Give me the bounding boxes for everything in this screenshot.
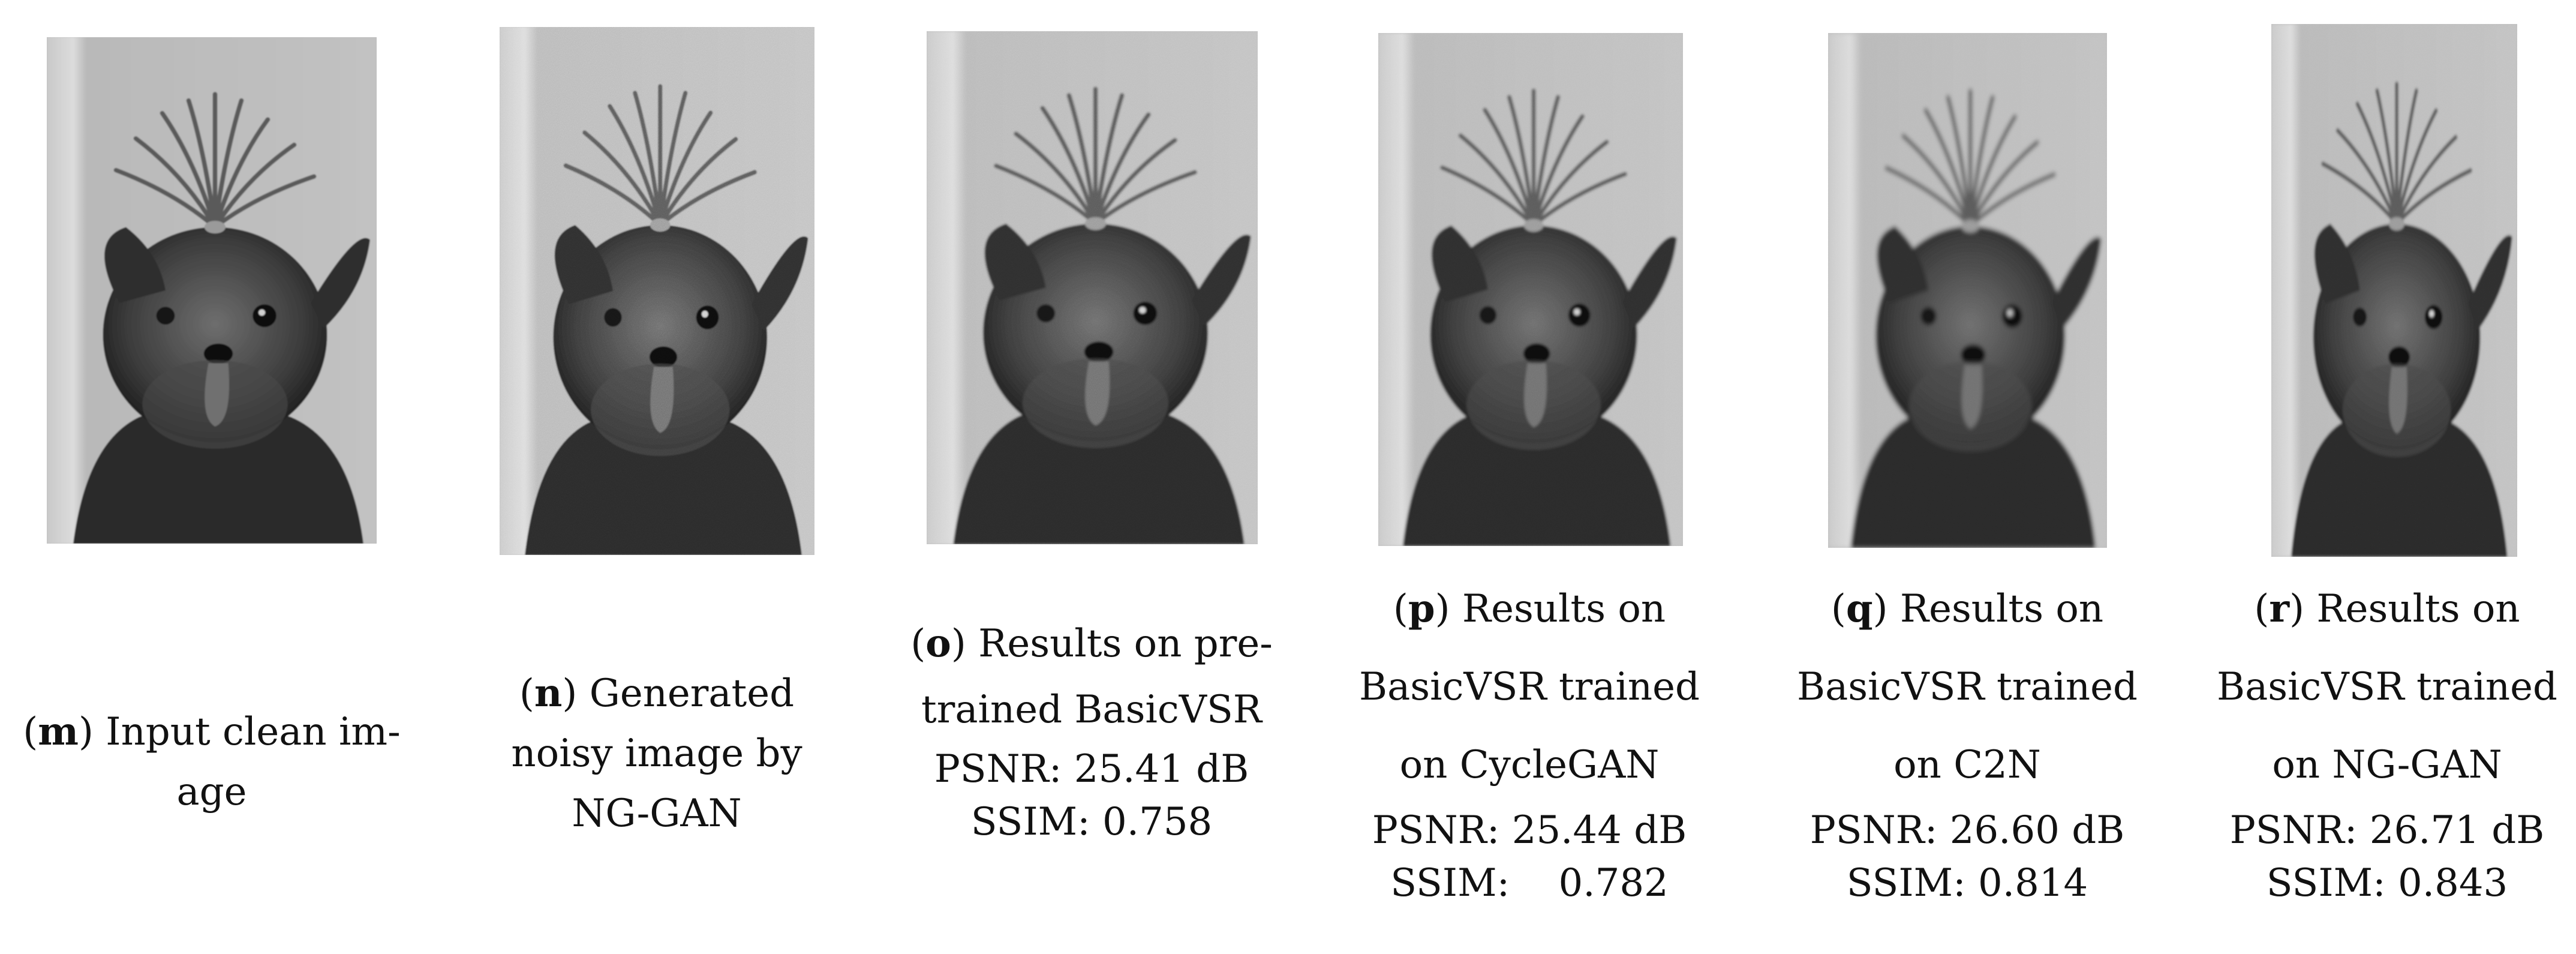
caption-q-psnr: PSNR: 26.60 dB bbox=[1809, 808, 2125, 853]
caption-q: (q) Results on BasicVSR trained on C2N P… bbox=[1775, 570, 2159, 910]
panel-m-image bbox=[47, 37, 377, 544]
caption-r-ssim: SSIM: 0.843 bbox=[2266, 861, 2508, 905]
dog-photo-p bbox=[1378, 33, 1683, 546]
caption-n-line-3: NG-GAN bbox=[572, 791, 742, 836]
caption-p-letter: p bbox=[1408, 586, 1435, 631]
caption-o-ssim: SSIM: 0.758 bbox=[970, 800, 1213, 844]
dog-photo-n bbox=[500, 27, 814, 555]
caption-m-line-2: age bbox=[176, 770, 247, 814]
panel-n-image bbox=[500, 27, 814, 555]
panel-q-image bbox=[1828, 33, 2107, 548]
panel-r-image bbox=[2271, 24, 2517, 557]
caption-o-text-1: Results on pre- bbox=[978, 622, 1273, 666]
caption-n-text-1: Generated bbox=[589, 671, 795, 716]
caption-q-letter: q bbox=[1845, 586, 1873, 631]
caption-o: (o) Results on pre- trained BasicVSR PSN… bbox=[888, 611, 1295, 848]
panel-o-image bbox=[927, 31, 1258, 544]
caption-n: (n) Generated noisy image by NG-GAN bbox=[468, 664, 846, 844]
dog-photo-o bbox=[927, 31, 1258, 544]
caption-r-line-3: on NG-GAN bbox=[2272, 743, 2502, 787]
caption-r-text-1: Results on bbox=[2316, 587, 2520, 631]
dog-photo-m bbox=[47, 37, 377, 544]
caption-p-psnr: PSNR: 25.44 dB bbox=[1372, 808, 1687, 853]
caption-p: (p) Results on BasicVSR trained on Cycle… bbox=[1337, 570, 1721, 910]
caption-n-line-2: noisy image by bbox=[511, 731, 802, 776]
caption-q-line-2: BasicVSR trained bbox=[1797, 665, 2138, 709]
caption-p-line-3: on CycleGAN bbox=[1399, 743, 1660, 787]
caption-q-line-3: on C2N bbox=[1893, 743, 2041, 787]
caption-n-line-1: (n) Generated bbox=[519, 671, 795, 716]
caption-r: (r) Results on BasicVSR trained on NG-GA… bbox=[2198, 570, 2576, 910]
panel-p-image bbox=[1378, 33, 1683, 546]
caption-m-line-1: (m) Input clean im- bbox=[23, 709, 401, 754]
caption-r-psnr: PSNR: 26.71 dB bbox=[2229, 808, 2545, 853]
caption-m: (m) Input clean im- age bbox=[11, 702, 413, 822]
caption-p-line-2: BasicVSR trained bbox=[1359, 665, 1700, 709]
caption-q-ssim: SSIM: 0.814 bbox=[1846, 861, 2088, 905]
caption-q-line-1: (q) Results on bbox=[1830, 586, 2104, 631]
caption-o-line-1: (o) Results on pre- bbox=[910, 621, 1273, 666]
caption-o-psnr: PSNR: 25.41 dB bbox=[934, 747, 1249, 791]
caption-o-letter: o bbox=[925, 621, 951, 666]
caption-p-line-1: (p) Results on bbox=[1393, 586, 1666, 631]
dog-photo-r bbox=[2271, 24, 2517, 557]
caption-r-line-2: BasicVSR trained bbox=[2217, 665, 2557, 709]
caption-p-ssim: SSIM: 0.782 bbox=[1390, 861, 1669, 905]
caption-m-text-1: Input clean im- bbox=[106, 710, 401, 754]
caption-n-letter: n bbox=[534, 671, 563, 716]
dog-photo-q bbox=[1828, 33, 2107, 548]
caption-r-letter: r bbox=[2269, 586, 2290, 631]
caption-m-letter: m bbox=[38, 709, 79, 754]
caption-o-line-2: trained BasicVSR bbox=[921, 688, 1262, 732]
caption-p-text-1: Results on bbox=[1462, 587, 1666, 631]
caption-q-text-1: Results on bbox=[1899, 587, 2104, 631]
caption-r-line-1: (r) Results on bbox=[2254, 586, 2520, 631]
